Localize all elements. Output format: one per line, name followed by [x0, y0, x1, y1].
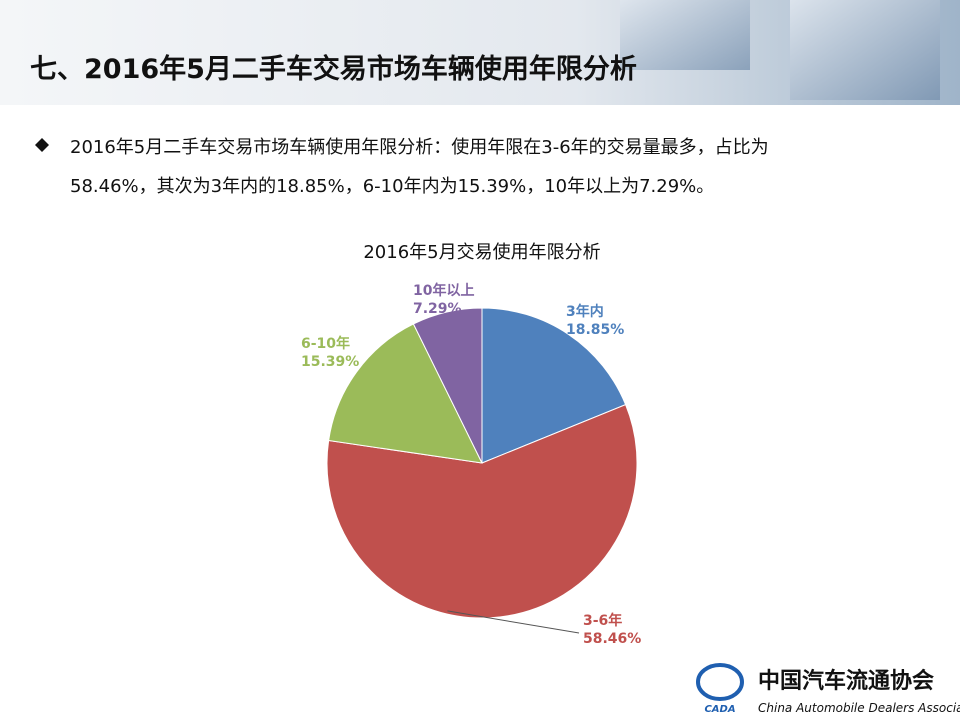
logo-name: 中国汽车流通协会: [758, 668, 934, 694]
slice-value-label: 15.39%: [301, 354, 359, 370]
chart-title: 2016年5月交易使用年限分析: [363, 242, 600, 263]
slice-label: 3-6年: [583, 612, 622, 629]
slice-label: 10年以上: [413, 282, 474, 299]
logo: CADA 中国汽车流通协会 China Automobile Dealers A…: [696, 663, 960, 715]
pie-slice: [481, 307, 627, 464]
bullet-icon: [35, 138, 49, 152]
header-cube: [620, 0, 750, 70]
slice-value-label: 58.46%: [583, 631, 641, 647]
slide-title: 七、2016年5月二手车交易市场车辆使用年限分析: [30, 53, 637, 85]
slice-value-label: 7.29%: [413, 301, 462, 317]
pie-slice: [326, 403, 638, 619]
bullet-line: 2016年5月二手车交易市场车辆使用年限分析：使用年限在3-6年的交易量最多，占…: [70, 137, 769, 158]
leader-line: [447, 610, 580, 634]
slice-value-label: 18.85%: [566, 322, 624, 338]
slice-label: 3年内: [566, 303, 604, 320]
bullet-line: 58.46%，其次为3年内的18.85%，6-10年内为15.39%，10年以上…: [70, 176, 714, 197]
logo-mark: CADA: [704, 704, 735, 715]
slice-label: 6-10年: [301, 335, 350, 352]
logo-english: China Automobile Dealers Association: [758, 701, 960, 715]
logo-emblem: [696, 663, 744, 701]
pie-slice: [412, 307, 483, 464]
pie-slice: [328, 323, 483, 464]
header-cube: [790, 0, 940, 100]
